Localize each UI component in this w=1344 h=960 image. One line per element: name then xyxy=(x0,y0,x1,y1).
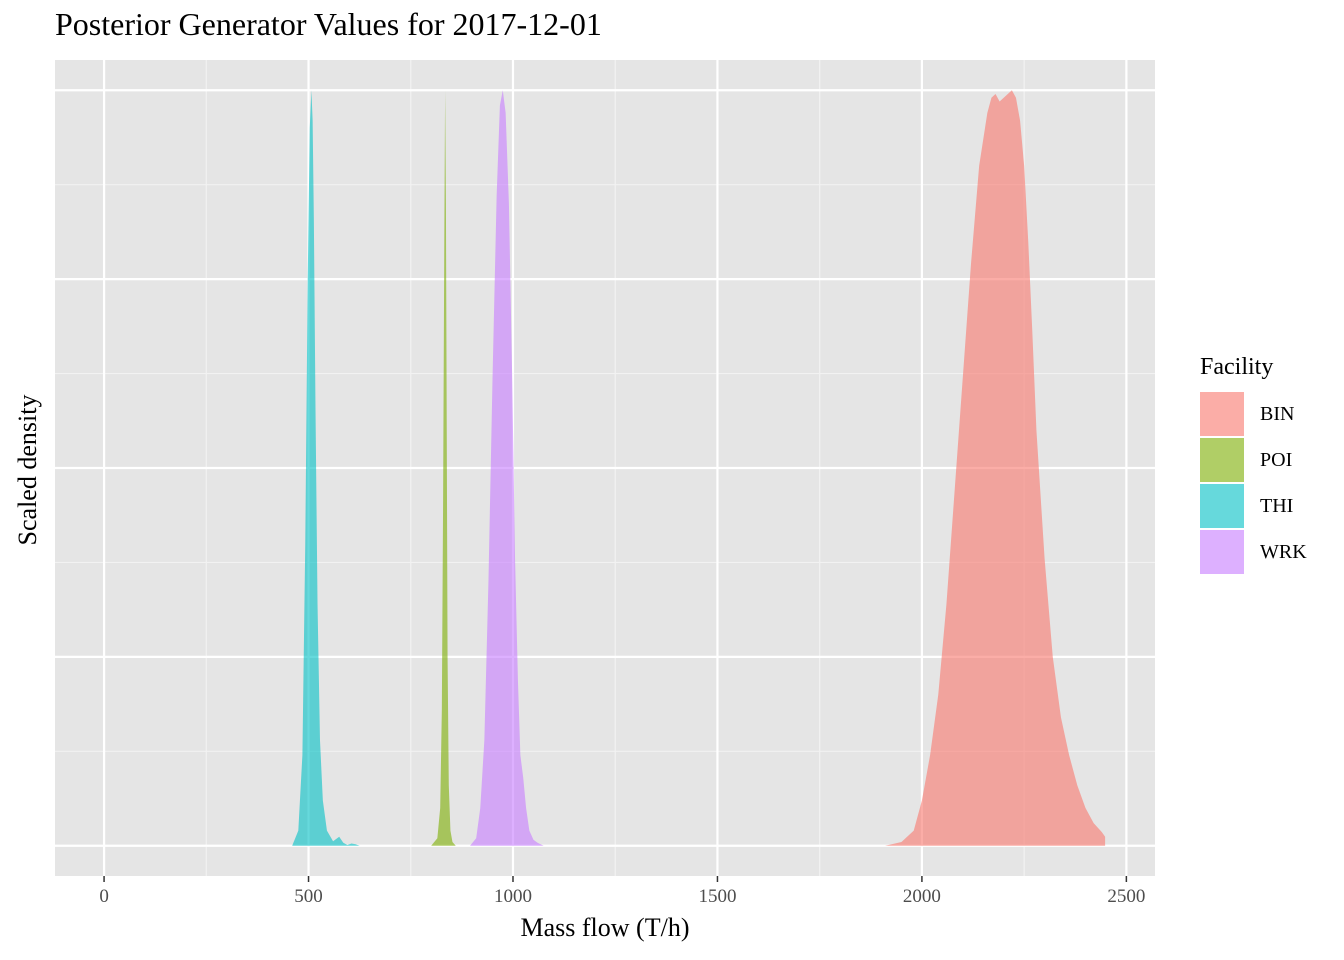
legend-label: THI xyxy=(1260,494,1294,517)
legend-item-wrk: WRK xyxy=(1200,529,1307,575)
legend-swatch xyxy=(1200,484,1244,528)
x-tick-label: 1500 xyxy=(698,886,737,907)
x-tick-label: 2000 xyxy=(902,886,941,907)
legend-swatch xyxy=(1200,438,1244,482)
x-tick-label: 0 xyxy=(99,886,109,907)
legend-item-bin: BIN xyxy=(1200,391,1307,437)
chart-title: Posterior Generator Values for 2017-12-0… xyxy=(55,6,602,42)
legend: Facility BIN POI THI WRK xyxy=(1200,354,1307,575)
legend-swatch xyxy=(1200,392,1244,436)
density-areas xyxy=(292,90,1106,846)
legend-item-poi: POI xyxy=(1200,437,1307,483)
legend-label: POI xyxy=(1260,448,1293,471)
x-tick-label: 500 xyxy=(294,886,323,907)
legend-swatch xyxy=(1200,530,1244,574)
x-axis-label: Mass flow (T/h) xyxy=(520,913,690,942)
y-axis-label: Scaled density xyxy=(13,394,42,546)
x-tick-label: 1000 xyxy=(493,886,532,907)
density-area-wrk xyxy=(470,90,544,846)
legend-items: BIN POI THI WRK xyxy=(1200,391,1307,575)
x-axis-ticks xyxy=(103,876,1128,882)
x-tick-label: 2500 xyxy=(1107,886,1146,907)
legend-label: BIN xyxy=(1260,402,1295,425)
density-area-bin xyxy=(885,90,1106,846)
legend-item-thi: THI xyxy=(1200,483,1307,529)
density-area-thi xyxy=(292,90,360,846)
legend-label: WRK xyxy=(1260,540,1307,563)
legend-title: Facility xyxy=(1200,354,1274,380)
density-area-poi xyxy=(431,90,456,846)
